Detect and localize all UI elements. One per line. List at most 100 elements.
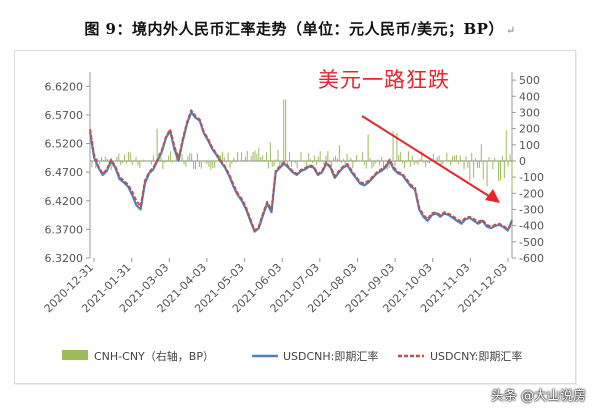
cnh-cny-bar [321, 160, 323, 162]
cnh-cny-bar [406, 160, 407, 163]
cnh-cny-bar [340, 160, 342, 164]
cnh-cny-bar [285, 99, 287, 161]
y-right-tick-label: 400 [519, 90, 540, 103]
cnh-cny-bar [185, 160, 187, 167]
cnh-cny-bars [89, 99, 513, 189]
cnh-cny-bar [302, 160, 304, 162]
cnh-cny-bar [356, 155, 358, 161]
cnh-cny-bar [310, 159, 312, 161]
watermark: 头条 @大山说房 [490, 389, 586, 404]
cnh-cny-bar [375, 160, 377, 164]
cnh-cny-bar [277, 149, 279, 161]
legend-swatch-cnh-cny [62, 350, 88, 360]
cnh-cny-bar [429, 160, 431, 164]
cnh-cny-bar [189, 152, 191, 161]
cnh-cny-bar [308, 153, 310, 161]
cnh-cny-bar [452, 156, 454, 161]
cnh-cny-bar [219, 155, 221, 161]
cnh-cny-bar [116, 156, 118, 161]
cnh-cny-bar [465, 156, 467, 161]
cnh-cny-bar [382, 160, 384, 168]
cnh-cny-bar [455, 154, 457, 161]
cnh-cny-bar [450, 160, 452, 166]
cnh-cny-bar [170, 151, 172, 161]
cnh-cny-bar [315, 160, 317, 166]
cnh-cny-bar [427, 160, 429, 164]
cnh-cny-bar [152, 155, 154, 161]
annotation-arrow-shaft [361, 115, 493, 199]
cnh-cny-bar [459, 155, 461, 161]
cnh-cny-bar [304, 160, 306, 163]
cnh-cny-bar [246, 150, 248, 161]
cnh-cny-bar [478, 160, 480, 168]
cnh-cny-bar [365, 160, 367, 169]
cnh-cny-bar [488, 156, 490, 161]
cnh-cny-bar [325, 155, 327, 161]
cnh-cny-bar [237, 152, 239, 161]
cnh-cny-bar [448, 160, 450, 161]
y-left-tick-label: 6.4700 [45, 166, 84, 179]
cnh-cny-bar [419, 159, 421, 161]
cnh-cny-bar [235, 160, 237, 163]
cnh-cny-bar [396, 132, 398, 161]
cnh-cny-bar [457, 160, 459, 165]
cnh-cny-bar [233, 158, 235, 161]
cnh-cny-bar [104, 156, 106, 161]
cnh-cny-bar [354, 160, 356, 163]
y-right-tick-label: 200 [519, 123, 540, 136]
cnh-cny-bar [421, 151, 423, 161]
chart-frame [14, 50, 576, 384]
cnh-cny-bar [498, 160, 500, 182]
cnh-cny-bar [329, 160, 331, 163]
cnh-cny-bar [139, 160, 141, 168]
cnh-cny-bar [300, 152, 302, 161]
cnh-cny-bar [338, 144, 340, 161]
cnh-cny-bar [202, 160, 204, 161]
cnh-cny-bar [131, 160, 133, 166]
cnh-cny-bar [269, 142, 271, 161]
annotation-arrowhead [485, 189, 500, 203]
cnh-cny-bar [135, 157, 137, 161]
y-right-tick-label: 500 [519, 74, 540, 87]
cnh-cny-bar [438, 155, 440, 161]
cnh-cny-bar [260, 157, 262, 161]
cnh-cny-bar [114, 160, 116, 162]
cnh-cny-bar [122, 160, 124, 164]
cnh-cny-bar [496, 160, 498, 161]
cnh-cny-bar [173, 160, 175, 162]
cnh-cny-bar [216, 160, 218, 162]
cnh-cny-bar [204, 160, 206, 163]
cnh-cny-bar [409, 160, 411, 167]
cnh-cny-bar [476, 160, 478, 168]
cnh-cny-bar [400, 151, 402, 161]
cnh-cny-bar [509, 154, 511, 161]
cnh-cny-bar [490, 160, 492, 162]
cnh-cny-bar [317, 156, 319, 161]
cnh-cny-bar [461, 160, 463, 161]
cnh-cny-bar [379, 160, 381, 166]
figure-title: 图 9：境内外人民币汇率走势（单位：元人民币/美元；BP） ↵ [0, 18, 600, 39]
cnh-cny-bar [442, 160, 444, 165]
y-left-tick-label: 6.6200 [45, 80, 84, 93]
cnh-cny-bar [501, 156, 503, 161]
cnh-cny-bar [150, 160, 152, 165]
cnh-cny-bar [154, 160, 156, 165]
cnh-cny-bar [492, 160, 494, 170]
cnh-cny-bar [148, 160, 150, 162]
cnh-cny-bar [413, 160, 415, 165]
y-left-tick-label: 6.5700 [45, 109, 84, 122]
y-left-tick-label: 6.3700 [45, 223, 84, 236]
y-left-tick-label: 6.5200 [45, 138, 84, 151]
cnh-cny-bar [373, 160, 375, 167]
cnh-cny-bar [446, 152, 448, 161]
cnh-cny-bar [95, 160, 97, 169]
cnh-cny-bar [258, 147, 260, 161]
cnh-cny-bar [486, 160, 488, 187]
cnh-cny-bar [369, 157, 371, 161]
y-right-tick-label: 100 [519, 139, 540, 152]
cnh-cny-bar [212, 160, 214, 169]
cnh-cny-bar [196, 153, 198, 161]
cnh-cny-bar [336, 158, 338, 161]
cnh-cny-bar [271, 160, 273, 167]
